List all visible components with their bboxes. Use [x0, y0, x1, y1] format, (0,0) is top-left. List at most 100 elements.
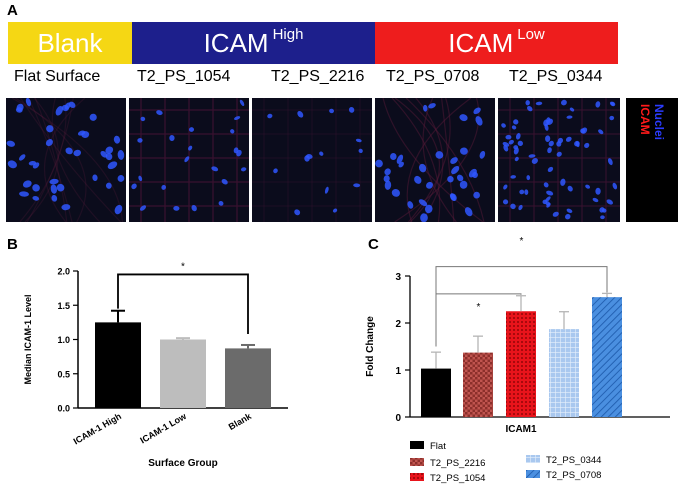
legend-label-t2_ps_0344: T2_PS_0344: [546, 455, 601, 466]
micrograph-2216: [252, 98, 372, 222]
nucleus: [294, 209, 301, 216]
nucleus: [420, 213, 428, 222]
nucleus: [600, 215, 605, 220]
nucleus: [595, 187, 601, 195]
chart-b: 0.0 0.5 1.0 1.5 2.0 ICAM-1 High ICAM-1 Low Blan…: [23, 261, 288, 469]
icam-fiber: [24, 98, 59, 222]
nucleus: [100, 150, 108, 158]
nucleus: [464, 207, 473, 217]
nucleus: [566, 208, 573, 213]
nucleus: [173, 205, 180, 211]
surface-label-0708: T2_PS_0708: [386, 68, 480, 85]
nucleus: [46, 125, 54, 133]
y-axis-label: Fold Change: [365, 316, 376, 377]
nucleus: [384, 180, 392, 190]
nucleus: [518, 204, 523, 211]
nucleus: [459, 180, 468, 189]
micrograph-background: [6, 98, 126, 222]
icam-fiber: [19, 98, 122, 222]
surface-label-1054: T2_PS_1054: [137, 68, 231, 85]
legend-label-t2_ps_1054: T2_PS_1054: [430, 473, 485, 484]
nucleus: [592, 197, 599, 203]
nucleus: [191, 204, 197, 212]
nucleus: [117, 175, 125, 182]
micrograph-1054-image: [129, 98, 249, 222]
nucleus: [513, 147, 519, 155]
nucleus: [390, 153, 397, 160]
nucleus: [89, 113, 97, 121]
bar-t2_ps_0708: [592, 297, 622, 417]
nucleus: [584, 142, 590, 148]
nucleus: [456, 174, 464, 182]
y-tick-label: 1.5: [57, 301, 70, 311]
nucleus: [45, 139, 53, 147]
y-tick-label: 1: [395, 366, 401, 377]
nucleus: [211, 166, 219, 172]
nucleus: [607, 158, 613, 166]
legend-swatch-t2_ps_1054: [410, 473, 424, 481]
nucleus: [535, 101, 543, 106]
legend-icam: ICAM: [638, 104, 652, 135]
nucleus: [418, 163, 427, 173]
nucleus: [348, 106, 355, 113]
nucleus: [113, 135, 121, 144]
micrograph-flat-image: [6, 98, 126, 222]
nucleus: [114, 204, 123, 215]
nucleus: [574, 140, 580, 147]
nucleus: [49, 178, 59, 185]
bar-t2_ps_0344: [549, 329, 579, 417]
nucleus: [73, 149, 82, 157]
micrograph-background: [375, 98, 495, 222]
nucleus: [169, 135, 175, 141]
significance-star-1054: *: [477, 302, 481, 313]
nucleus: [565, 136, 572, 142]
nucleus: [230, 129, 235, 134]
micrograph-flat: [6, 98, 126, 222]
nucleus: [517, 140, 524, 147]
nucleus: [383, 175, 390, 183]
nucleus: [514, 156, 519, 162]
nucleus: [479, 150, 486, 159]
icam-fiber: [391, 98, 441, 222]
nucleus: [547, 166, 554, 172]
nucleus: [547, 147, 552, 154]
nucleus: [566, 115, 573, 119]
y-axis-label: Median ICAM-1 Level: [23, 294, 33, 384]
nucleus: [449, 193, 456, 201]
nucleus: [407, 201, 414, 209]
micrograph-0344-image: [498, 98, 620, 222]
nucleus: [329, 108, 334, 114]
nucleus: [524, 189, 529, 195]
nucleus: [138, 175, 143, 182]
nucleus: [447, 175, 454, 183]
band-blank: Blank: [8, 22, 132, 64]
significance-bracket-0708: [435, 266, 608, 294]
nucleus: [64, 102, 71, 110]
nucleus: [510, 175, 516, 179]
nucleus: [609, 101, 615, 106]
nucleus: [55, 105, 64, 116]
panel-b-letter: B: [7, 236, 18, 253]
nucleus: [140, 116, 146, 122]
nucleus: [472, 171, 478, 178]
band-icam-high: ICAM High: [132, 22, 375, 64]
band-icam-low: ICAM Low: [375, 22, 618, 64]
nucleus: [459, 114, 468, 122]
y-tick-label: 0.0: [57, 404, 70, 414]
nucleus: [580, 128, 586, 134]
surface-label-flat: Flat Surface: [14, 68, 101, 85]
nucleus: [414, 175, 422, 184]
nucleus: [519, 189, 525, 195]
nucleus: [513, 119, 519, 125]
nucleus: [15, 107, 23, 113]
nucleus: [6, 140, 15, 147]
nucleus: [552, 211, 559, 217]
nucleus: [548, 140, 554, 147]
nucleus: [51, 194, 58, 202]
micrograph-2216-image: [252, 98, 372, 222]
nucleus: [156, 110, 163, 116]
nucleus: [7, 160, 17, 169]
nucleus: [606, 199, 613, 205]
nucleus: [396, 154, 404, 164]
nucleus: [502, 199, 509, 205]
